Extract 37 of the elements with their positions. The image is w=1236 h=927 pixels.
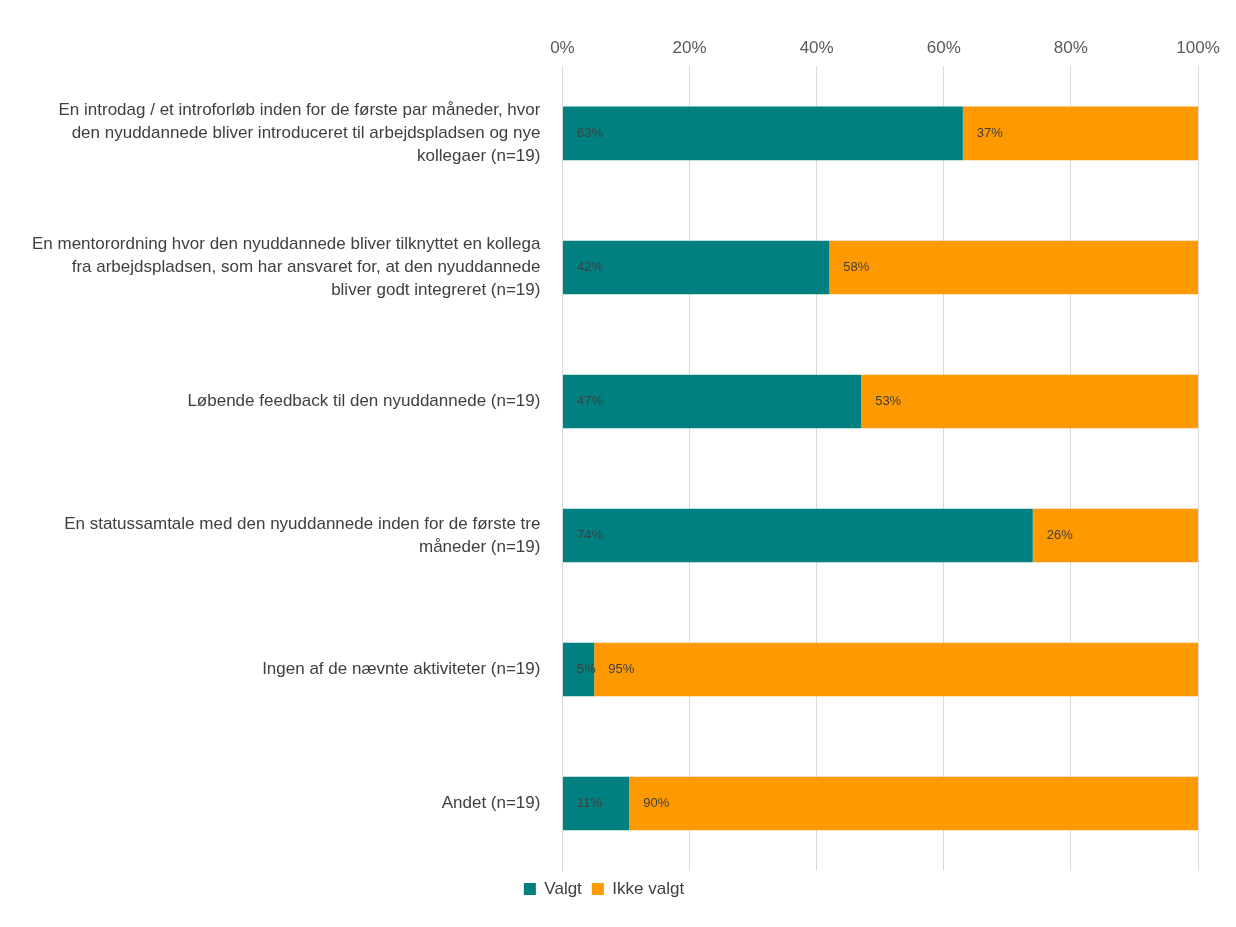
legend-label: Ikke valgt — [612, 878, 685, 898]
data-label: 47% — [576, 393, 604, 409]
data-label: 26% — [1046, 527, 1074, 543]
bar — [629, 776, 1198, 831]
bar — [1032, 508, 1198, 563]
bar — [594, 642, 1198, 697]
y-tick-label: En mentorordning hvor den nyuddannede bliver tilknyttet en kollega fra arbejdspladsen, som har ansvaret for, at den nyuddannede bliver godt integreret (n=19) — [31, 234, 541, 300]
legend-label: Valgt — [544, 878, 583, 898]
data-label: 53% — [875, 393, 902, 409]
x-tick-label: 60% — [926, 37, 961, 57]
x-tick-label: 20% — [672, 37, 707, 57]
data-label: 37% — [976, 124, 1004, 140]
data-label: 42% — [576, 259, 604, 275]
data-label: 63% — [576, 124, 604, 140]
y-tick-label: Andet (n=19) — [441, 793, 541, 813]
bar — [829, 240, 1198, 295]
data-label: 90% — [643, 795, 670, 811]
data-label: 58% — [843, 259, 870, 275]
data-label: 11% — [576, 795, 603, 811]
x-tick-label: 100% — [1176, 37, 1220, 57]
data-label: 74% — [576, 527, 604, 543]
bar — [562, 374, 862, 429]
x-tick-label: 0% — [550, 37, 575, 57]
bar — [562, 106, 963, 161]
bar — [562, 642, 595, 697]
y-tick-label: Ingen af de nævnte aktiviteter (n=19) — [262, 659, 541, 679]
y-tick-label: En statussamtale med den nyuddannede inden for de første tre måneder (n=19) — [64, 513, 541, 556]
bar — [562, 776, 630, 831]
x-tick-label: 40% — [799, 37, 834, 57]
y-tick-label: En introdag / et introforløb inden for de første par måneder, hvor den nyuddannede bliver introduceret til arbejdspladsen og nye kollegaer (n=19) — [58, 100, 541, 166]
bar — [861, 374, 1198, 429]
y-tick-label: Løbende feedback til den nyuddannede (n=19) — [187, 391, 541, 411]
bar — [962, 106, 1198, 161]
x-tick-label: 80% — [1053, 37, 1088, 57]
data-label: 95% — [608, 661, 635, 677]
bar — [562, 508, 1033, 563]
bar — [562, 240, 830, 295]
